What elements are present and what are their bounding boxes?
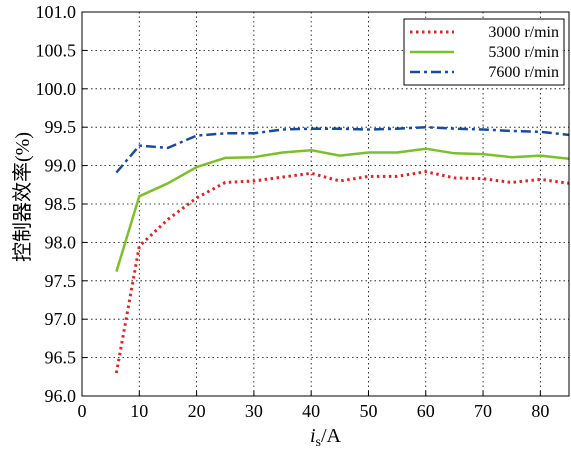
x-tick-label: 80 (531, 401, 549, 421)
x-axis-label-unit: /A (321, 425, 342, 447)
x-tick-labels: 0 10 20 30 40 50 60 70 80 (78, 401, 550, 421)
y-tick-label: 99.0 (45, 156, 77, 176)
y-tick-label: 100.0 (36, 79, 77, 99)
plot-frame (81, 11, 570, 397)
legend-label: 3000 r/min (488, 24, 559, 41)
y-tick-label: 96.5 (45, 348, 77, 368)
y-tick-label: 97.5 (45, 271, 77, 291)
x-tick-label: 60 (417, 401, 435, 421)
legend-label: 7600 r/min (488, 64, 559, 81)
x-tick-label: 20 (188, 401, 206, 421)
y-tick-label: 96.0 (45, 386, 77, 406)
y-tick-label: 101.0 (36, 2, 77, 22)
x-axis-label-sub: s (316, 435, 321, 450)
y-axis-label: 控制器效率(%) (11, 132, 34, 262)
x-axis-label: is/A (310, 425, 342, 450)
x-tick-label: 10 (130, 401, 148, 421)
y-tick-label: 100.5 (36, 40, 77, 60)
y-tick-label: 99.5 (45, 117, 77, 137)
y-tick-label: 98.5 (45, 194, 77, 214)
x-axis-label-var: i (310, 425, 316, 447)
x-tick-label: 50 (359, 401, 377, 421)
series-line (114, 170, 570, 374)
y-tick-labels: 96.0 96.5 97.0 97.5 98.0 98.5 99.0 99.5 100.0 100… (36, 2, 77, 406)
x-tick-label: 40 (302, 401, 320, 421)
y-tick-label: 97.0 (45, 309, 77, 329)
x-tick-label: 70 (474, 401, 492, 421)
y-tick-label: 98.0 (45, 232, 77, 252)
x-tick-label: 30 (245, 401, 263, 421)
series-line (115, 125, 570, 174)
x-tick-label: 0 (78, 401, 87, 421)
series-line (115, 147, 570, 272)
legend-label: 5300 r/min (488, 44, 559, 61)
legend: 3000 r/min 5300 r/min 7600 r/min (403, 18, 565, 86)
series-lines (114, 125, 570, 374)
